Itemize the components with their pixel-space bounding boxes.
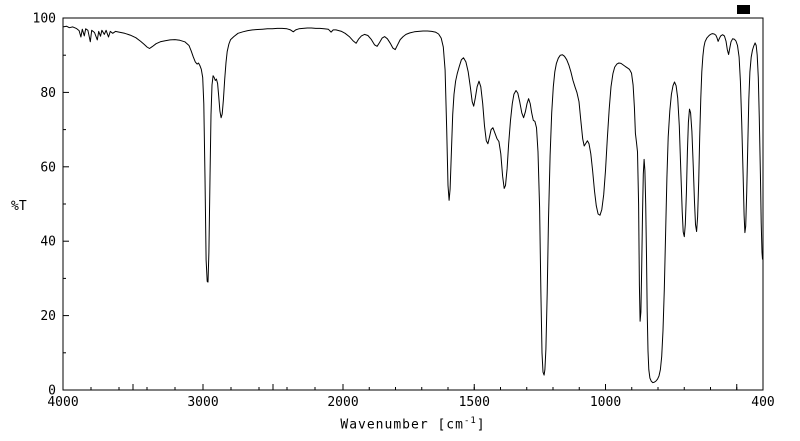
y-tick-label: 20 bbox=[40, 309, 56, 324]
y-tick-label: 80 bbox=[40, 86, 56, 101]
y-axis-title: %T bbox=[11, 199, 27, 214]
x-tick-label: 1000 bbox=[590, 395, 621, 410]
y-tick-label: 60 bbox=[40, 160, 56, 175]
x-tick-label: 4000 bbox=[47, 395, 78, 410]
x-tick-label: 2000 bbox=[327, 395, 358, 410]
y-tick-label: 40 bbox=[40, 235, 56, 250]
x-tick-label: 3000 bbox=[187, 395, 218, 410]
x-tick-label: 400 bbox=[751, 395, 774, 410]
y-tick-label: 0 bbox=[48, 384, 56, 399]
spectrum-line bbox=[62, 25, 764, 384]
x-axis-title-bracket: ] bbox=[476, 417, 486, 433]
corner-marker bbox=[737, 5, 750, 14]
x-tick-label: 1500 bbox=[459, 395, 490, 410]
plot-frame bbox=[62, 17, 764, 391]
x-axis-title: Wavenumber [cm-1] bbox=[63, 416, 763, 432]
x-axis-title-superscript: -1 bbox=[463, 416, 477, 426]
x-axis-title-text: Wavenumber [cm bbox=[340, 417, 464, 433]
y-tick-label: 100 bbox=[33, 12, 56, 27]
